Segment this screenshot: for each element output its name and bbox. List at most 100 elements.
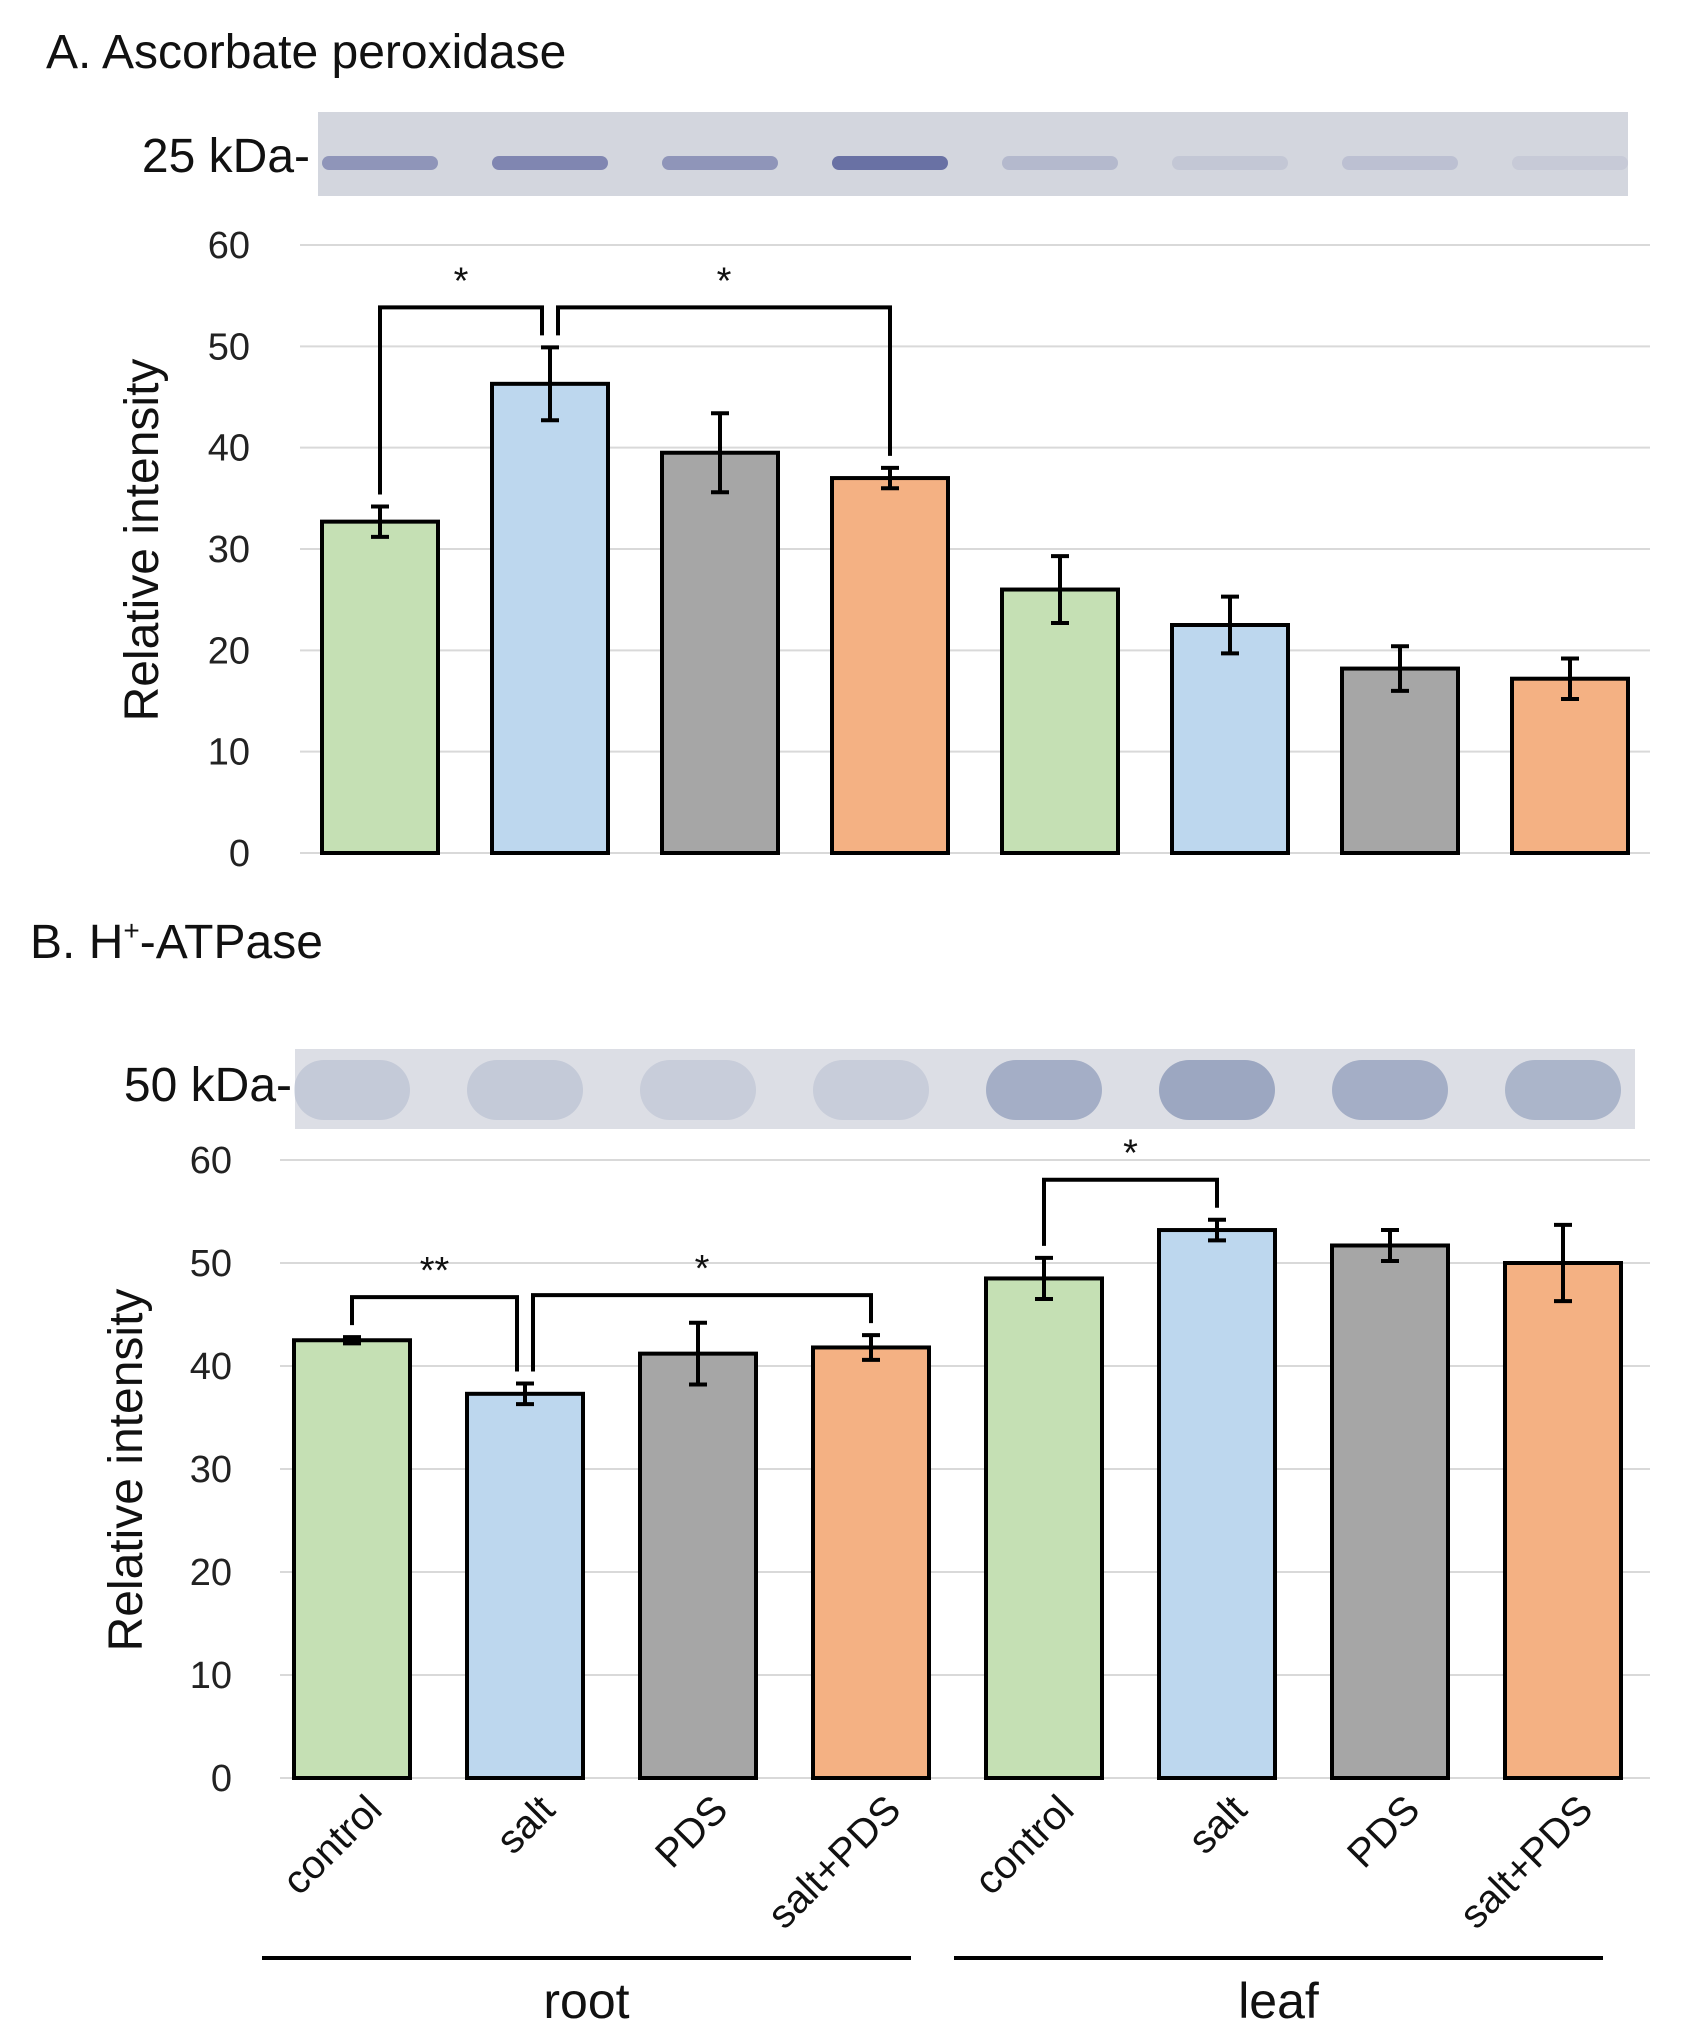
panel-b-error-bar xyxy=(1381,1228,1399,1263)
panel-b-significance: ** ** xyxy=(350,1133,1219,1372)
panel-b-blot-bands xyxy=(294,1060,1621,1120)
panel-a-error-bar xyxy=(1051,554,1069,625)
panel-a-bar-salt-leaf xyxy=(1170,623,1290,855)
panel-b-y-tick-label: 60 xyxy=(190,1140,232,1182)
panel-a-bar-control-leaf xyxy=(1000,587,1120,855)
panel-a-western-blot xyxy=(318,112,1628,196)
panel-b-bar-salt+PDS-root xyxy=(811,1345,931,1780)
panel-a-error-bar xyxy=(541,345,559,423)
panel-a-error-bar xyxy=(711,411,729,495)
panel-a: A. Ascorbate peroxidase 25 kDa- 0 10 20 30 4… xyxy=(46,26,1650,875)
panel-b-y-tick-label: 50 xyxy=(190,1243,232,1285)
significance-bracket-line xyxy=(378,305,544,495)
panel-a-band-7 xyxy=(1512,156,1628,170)
panel-b-band-4 xyxy=(986,1060,1102,1120)
panel-b-title-main: B. H xyxy=(30,916,123,969)
panel-a-band-4 xyxy=(1002,156,1118,170)
panel-a-y-tick-label: 30 xyxy=(208,529,250,571)
significance-marker: * xyxy=(717,260,732,302)
panel-a-error-bar xyxy=(881,465,899,491)
significance-marker: ** xyxy=(420,1250,450,1292)
panel-b-band-2 xyxy=(640,1060,756,1120)
significance-bracket-line xyxy=(350,1295,519,1372)
panel-b-title-superscript: + xyxy=(123,915,139,946)
panel-a-y-ticks: 0 10 20 30 40 50 60 xyxy=(208,225,250,875)
panel-b-error-bar xyxy=(343,1335,361,1346)
panel-a-band-3 xyxy=(832,156,948,170)
panel-b-y-tick-label: 0 xyxy=(211,1758,232,1800)
panel-b-bar-salt+PDS-leaf xyxy=(1503,1261,1623,1780)
panel-b-band-1 xyxy=(467,1060,583,1120)
panel-b-error-bar xyxy=(1554,1222,1572,1304)
panel-a-error-bar xyxy=(1391,644,1409,693)
panel-a-error-bar xyxy=(1221,594,1239,656)
panel-a-blot-size-label: 25 kDa- xyxy=(142,130,310,183)
panel-b-bar-PDS-leaf xyxy=(1330,1243,1450,1780)
panel-b-error-bar xyxy=(862,1333,880,1362)
panel-b-error-bar xyxy=(1035,1255,1053,1302)
panel-a-bar-salt-root xyxy=(490,381,610,855)
significance-bracket-line xyxy=(1042,1177,1219,1246)
panel-b-y-axis-label: Relative intensity xyxy=(100,1289,153,1652)
panel-b-bar-control-leaf xyxy=(984,1276,1104,1780)
group-label-leaf: leaf xyxy=(1238,1973,1319,2029)
panel-b-significance-bracket: ** xyxy=(350,1250,519,1372)
panel-a-bar-salt+PDS-leaf xyxy=(1510,676,1630,855)
panel-b-western-blot xyxy=(295,1049,1635,1129)
panel-b-title: B. H+-ATPase xyxy=(30,915,323,969)
panel-a-error-bar xyxy=(371,504,389,539)
panel-a-significance-bracket: * xyxy=(556,260,892,456)
panel-a-band-0 xyxy=(322,156,438,170)
panel-a-y-tick-label: 0 xyxy=(229,833,250,875)
significance-marker: * xyxy=(454,260,469,302)
panel-a-blot-bands xyxy=(322,156,1628,170)
panel-a-bar-salt+PDS-root xyxy=(830,476,950,855)
significance-bracket-line xyxy=(556,305,892,456)
panel-a-bar-control-root xyxy=(320,519,440,855)
significance-marker: * xyxy=(695,1248,710,1290)
panel-b-error-bar xyxy=(689,1320,707,1387)
group-brackets: root leaf xyxy=(262,1956,1603,2029)
panel-a-band-5 xyxy=(1172,156,1288,170)
significance-marker: * xyxy=(1123,1133,1138,1175)
panel-a-band-1 xyxy=(492,156,608,170)
panel-b-band-6 xyxy=(1332,1060,1448,1120)
panel-b-band-0 xyxy=(294,1060,410,1120)
panel-a-title: A. Ascorbate peroxidase xyxy=(46,26,566,79)
panel-a-y-tick-label: 20 xyxy=(208,630,250,672)
panel-b-y-tick-label: 10 xyxy=(190,1655,232,1697)
panel-b-y-tick-label: 20 xyxy=(190,1552,232,1594)
panel-b-y-tick-label: 30 xyxy=(190,1449,232,1491)
group-label-root: root xyxy=(543,1973,629,2029)
panel-a-y-tick-label: 60 xyxy=(208,225,250,267)
panel-a-y-tick-label: 40 xyxy=(208,428,250,470)
panel-a-bars xyxy=(320,345,1630,855)
panel-a-y-axis-label: Relative intensity xyxy=(116,359,169,722)
panel-a-significance-bracket: * xyxy=(378,260,544,495)
panel-a-band-6 xyxy=(1342,156,1458,170)
panel-a-y-tick-label: 10 xyxy=(208,732,250,774)
panel-a-band-2 xyxy=(662,156,778,170)
panel-b-bar-PDS-root xyxy=(638,1351,758,1780)
panel-a-significance: * * xyxy=(378,260,892,495)
panel-a-bar-PDS-root xyxy=(660,450,780,855)
panel-b-significance-bracket: * xyxy=(531,1248,873,1372)
panel-b-bar-control-root xyxy=(292,1338,412,1780)
panel-b-blot-size-label: 50 kDa- xyxy=(124,1059,292,1112)
panel-b-bars xyxy=(292,1217,1623,1781)
panel-b-title-rest: -ATPase xyxy=(140,916,323,969)
panel-a-y-tick-label: 50 xyxy=(208,326,250,368)
panel-b-y-tick-label: 40 xyxy=(190,1346,232,1388)
panel-b-error-bar xyxy=(516,1381,534,1407)
significance-bracket-line xyxy=(531,1293,873,1372)
panel-b-y-ticks: 0 10 20 30 40 50 60 xyxy=(190,1140,232,1800)
panel-b-band-3 xyxy=(813,1060,929,1120)
panel-b-bar-salt-root xyxy=(465,1391,585,1781)
panel-a-bar-PDS-leaf xyxy=(1340,666,1460,855)
panel-b-error-bar xyxy=(1208,1217,1226,1243)
panel-b-significance-bracket: * xyxy=(1042,1133,1219,1246)
panel-b-band-7 xyxy=(1505,1060,1621,1120)
panel-b-band-5 xyxy=(1159,1060,1275,1120)
panel-b-bar-salt-leaf xyxy=(1157,1228,1277,1781)
